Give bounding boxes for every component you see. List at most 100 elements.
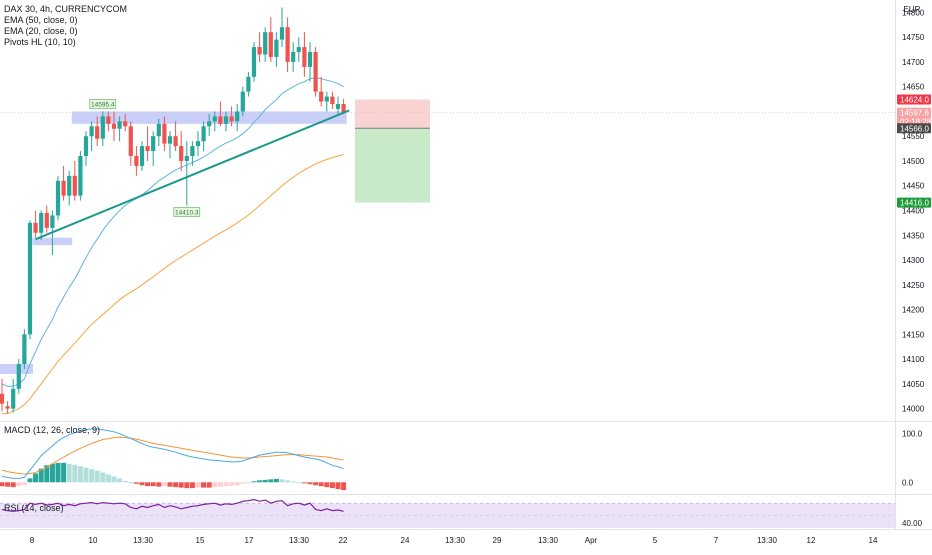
candle <box>156 118 161 147</box>
macd-histogram-bar <box>72 464 78 483</box>
price-tick: 14400 <box>902 207 925 216</box>
candle <box>302 32 307 77</box>
candle-body <box>11 388 16 409</box>
macd-histogram-bar <box>27 478 33 483</box>
candle <box>257 32 262 62</box>
macd-histogram-bar <box>223 482 229 487</box>
pivot-label-text: 14410.3 <box>175 210 199 217</box>
candle-body <box>274 39 279 57</box>
macd-histogram-bar <box>128 482 134 484</box>
candle-body <box>235 111 240 122</box>
stop-price-tag-bg <box>897 94 931 105</box>
macd-tick: 100.0 <box>902 430 923 439</box>
candle-body <box>117 121 122 129</box>
candle <box>212 111 217 132</box>
macd-histogram-bar <box>257 480 263 483</box>
pivot-label: 14410.3 <box>173 207 201 217</box>
macd-histogram-bar <box>184 482 190 489</box>
candle-body <box>106 116 111 124</box>
candle <box>240 86 245 117</box>
candle-body <box>22 334 27 365</box>
macd-histogram-bar <box>156 482 162 487</box>
candle-body <box>229 116 234 122</box>
candle <box>5 401 10 414</box>
candle-body <box>83 136 89 157</box>
time-tick: 14 <box>869 536 878 545</box>
candle-body <box>324 96 329 102</box>
candle-body <box>207 121 212 127</box>
candle <box>89 121 94 152</box>
candle <box>55 175 61 221</box>
candle <box>123 113 128 132</box>
current-price-text: 14597.6 <box>900 109 929 118</box>
macd-histogram-bar <box>335 482 341 490</box>
ema20-line <box>1 77 344 387</box>
candle-body <box>33 222 38 233</box>
candle <box>279 7 285 48</box>
rsi-axis: 40.00 <box>902 519 923 528</box>
candle-body <box>139 146 145 166</box>
macd-histogram-bar <box>307 482 313 485</box>
price-tick: 14700 <box>902 58 925 67</box>
candle <box>33 210 38 238</box>
ema50-legend[interactable]: EMA (50, close, 0) <box>4 15 78 25</box>
candle-body <box>61 180 66 196</box>
time-tick: 17 <box>245 536 254 545</box>
currency-label: EUR <box>904 5 921 14</box>
pivots-legend[interactable]: Pivots HL (10, 10) <box>4 37 76 47</box>
macd-histogram-bar <box>279 479 285 483</box>
macd-histogram-bar <box>16 482 22 487</box>
candle <box>291 42 296 72</box>
candle <box>274 32 279 67</box>
candle-body <box>296 47 301 53</box>
macd-layer <box>0 428 347 491</box>
macd-histogram-bar <box>111 476 117 483</box>
candle-body <box>89 126 94 137</box>
macd-title[interactable]: MACD (12, 26, close, 9) <box>4 425 101 435</box>
macd-histogram-bar <box>133 482 139 484</box>
candle <box>319 76 324 107</box>
ema20-legend[interactable]: EMA (20, close, 0) <box>4 26 78 36</box>
candle <box>95 116 100 147</box>
macd-histogram-bar <box>10 482 16 488</box>
rsi-title[interactable]: RSI (14, close) <box>4 503 64 513</box>
candle-body <box>145 146 150 152</box>
macd-histogram-bar <box>268 479 274 483</box>
time-tick: 5 <box>653 536 658 545</box>
macd-histogram-bar <box>161 482 167 487</box>
macd-histogram-bar <box>212 482 218 488</box>
candle-body <box>268 32 273 57</box>
candle <box>307 42 313 82</box>
pivot-label-box <box>173 207 201 217</box>
candle-body <box>184 156 189 161</box>
macd-histogram-bar <box>61 462 67 483</box>
candle-body <box>335 104 341 109</box>
candle <box>117 116 122 142</box>
price-tick: 14750 <box>902 33 925 42</box>
candle-body <box>179 146 184 161</box>
candle <box>11 378 16 413</box>
candle <box>218 101 223 127</box>
candle-body <box>195 141 201 147</box>
candle-body <box>302 47 307 67</box>
candle <box>285 17 290 72</box>
time-tick: 13:30 <box>445 536 466 545</box>
price-tick: 14300 <box>902 256 925 265</box>
trendline <box>35 109 350 241</box>
candle <box>134 146 139 176</box>
symbol-title[interactable]: DAX 30, 4h, CURRENCYCOM <box>4 4 128 14</box>
candle <box>72 160 77 201</box>
candle-body <box>279 27 285 40</box>
time-tick: 13:30 <box>538 536 559 545</box>
macd-histogram-bar <box>245 482 251 484</box>
candle-body <box>251 47 257 77</box>
macd-histogram-bar <box>234 482 240 486</box>
candle-body <box>27 222 33 335</box>
candle <box>229 106 234 127</box>
sr-zone-2 <box>0 364 33 374</box>
candle-body <box>39 212 44 233</box>
candle <box>296 37 301 62</box>
